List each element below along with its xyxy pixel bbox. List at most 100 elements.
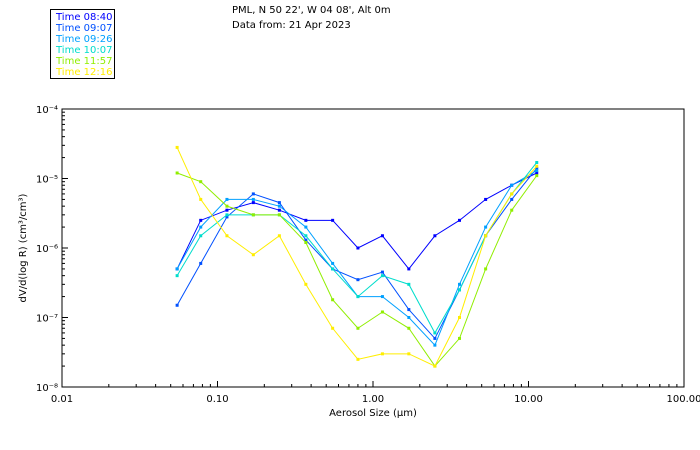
data-point — [175, 303, 179, 307]
legend: Time 08:40 Time 09:07 Time 09:26 Time 10… — [50, 9, 115, 79]
plot-frame — [61, 108, 685, 388]
data-point — [535, 164, 539, 168]
y-tick-label: 10⁻⁶ — [36, 244, 58, 255]
data-point — [535, 160, 539, 164]
data-point — [175, 267, 179, 271]
data-point — [380, 234, 384, 238]
legend-entry-3: Time 10:07 — [56, 45, 113, 56]
data-point — [535, 169, 539, 173]
legend-entry-2: Time 09:26 — [56, 34, 113, 45]
data-point — [225, 197, 229, 201]
x-tick-label: 10.00 — [514, 394, 543, 405]
data-point — [380, 270, 384, 274]
data-point — [251, 253, 255, 257]
data-point — [407, 352, 411, 356]
data-point — [484, 225, 488, 229]
data-point — [356, 278, 360, 282]
data-point — [380, 274, 384, 278]
data-point — [535, 174, 539, 178]
data-point — [277, 234, 281, 238]
data-point — [356, 295, 360, 299]
data-point — [433, 331, 437, 335]
data-point — [484, 197, 488, 201]
data-point — [458, 218, 462, 222]
y-tick-label: 10⁻⁵ — [36, 175, 58, 186]
series-line-5 — [176, 147, 538, 367]
data-point — [199, 225, 203, 229]
data-point — [331, 326, 335, 330]
legend-entry-0: Time 08:40 — [56, 12, 113, 23]
x-tick-label: 1.00 — [362, 394, 384, 405]
data-point — [484, 234, 488, 238]
data-point — [407, 267, 411, 271]
data-point — [510, 192, 514, 196]
data-point — [458, 316, 462, 319]
data-point — [407, 326, 411, 330]
data-point — [380, 295, 384, 299]
y-tick-label: 10⁻⁷ — [36, 314, 58, 325]
x-axis-label: Aerosol Size (μm) — [329, 408, 417, 419]
data-point — [304, 282, 308, 286]
data-point — [433, 336, 437, 340]
data-point — [251, 213, 255, 217]
data-point — [304, 238, 308, 242]
data-point — [225, 234, 229, 238]
data-point — [199, 180, 203, 184]
data-point — [356, 326, 360, 330]
data-point — [199, 218, 203, 222]
data-point — [331, 218, 335, 222]
series-line-0 — [176, 172, 537, 270]
data-point — [433, 364, 437, 368]
data-point — [175, 171, 179, 175]
data-point — [304, 240, 308, 244]
y-tick-label: 10⁻⁸ — [36, 383, 58, 394]
data-point — [484, 267, 488, 271]
data-point — [535, 166, 539, 170]
data-point — [199, 197, 203, 201]
data-point — [225, 213, 229, 217]
series-line-1 — [176, 168, 538, 340]
data-point — [251, 201, 255, 205]
data-point — [304, 225, 308, 229]
legend-entry-4: Time 11:57 — [56, 56, 113, 67]
data-point — [331, 261, 335, 265]
data-point — [510, 183, 514, 187]
data-point — [356, 246, 360, 250]
ticks-layer: 0.01 0.10 1.00 10.00 100.00 10⁻⁸ 10⁻⁷ 10⁻⁶ 10⁻⁵ 1… — [36, 105, 700, 405]
date-text: Data from: 21 Apr 2023 — [232, 20, 351, 31]
data-point — [433, 343, 437, 347]
data-point — [407, 308, 411, 312]
y-axis-label: dV/d(log R) (cm³/cm³) — [18, 193, 29, 302]
data-point — [458, 282, 462, 286]
data-point — [251, 197, 255, 201]
x-tick-label: 0.01 — [51, 394, 73, 405]
data-point — [510, 197, 514, 201]
data-point — [331, 267, 335, 271]
data-point — [433, 234, 437, 238]
data-point — [407, 282, 411, 286]
data-point — [407, 316, 411, 319]
data-point — [175, 145, 179, 149]
data-point — [356, 357, 360, 361]
data-point — [175, 274, 179, 278]
data-point — [277, 201, 281, 205]
data-point — [225, 204, 229, 208]
data-point — [225, 215, 229, 219]
data-point — [510, 208, 514, 212]
data-point — [380, 352, 384, 356]
data-point — [458, 288, 462, 292]
data-point — [535, 171, 539, 175]
data-point — [277, 204, 281, 208]
series-layer — [175, 145, 539, 368]
data-point — [199, 261, 203, 265]
data-point — [380, 310, 384, 314]
y-tick-label: 10⁻⁴ — [36, 105, 58, 116]
data-point — [304, 234, 308, 238]
data-point — [277, 213, 281, 217]
data-point — [304, 218, 308, 222]
data-point — [199, 234, 203, 238]
legend-entry-1: Time 09:07 — [56, 23, 113, 34]
x-tick-label: 100.00 — [667, 394, 700, 405]
data-point — [458, 336, 462, 340]
